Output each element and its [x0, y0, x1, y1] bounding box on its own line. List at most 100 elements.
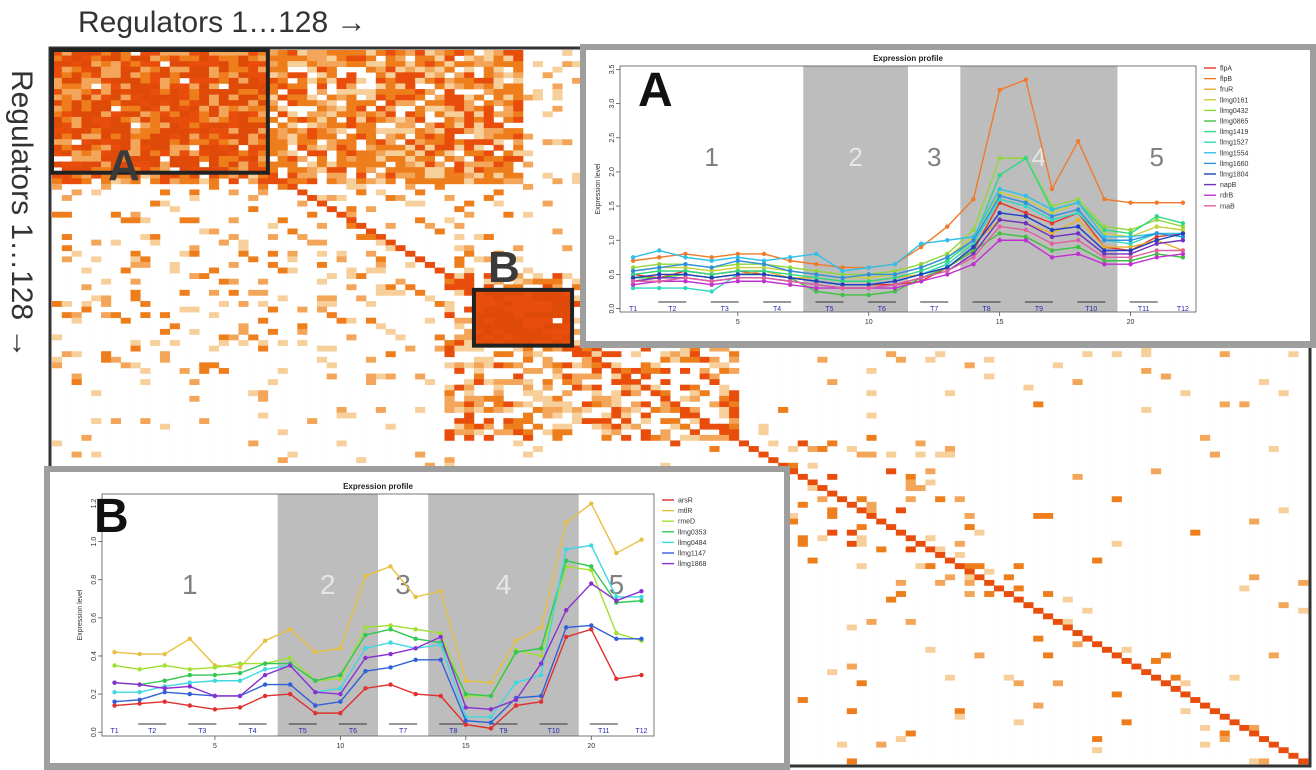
matrix-cell [179, 289, 190, 296]
matrix-cell [346, 412, 357, 419]
matrix-cell [523, 367, 534, 374]
matrix-cell [130, 111, 141, 118]
matrix-cell [110, 150, 121, 157]
matrix-cell [287, 228, 298, 235]
data-point [709, 275, 714, 281]
data-point [513, 703, 519, 708]
legend-label: llmg0865 [1220, 119, 1249, 126]
matrix-cell [258, 167, 269, 174]
matrix-cell [316, 122, 328, 129]
matrix-cell [434, 55, 445, 62]
matrix-cell [473, 401, 485, 408]
matrix-cell [150, 83, 161, 90]
matrix-cell [238, 94, 249, 101]
matrix-cell [405, 200, 416, 207]
data-point [1049, 231, 1055, 236]
matrix-cell [316, 239, 328, 246]
matrix-cell [601, 351, 612, 358]
matrix-cell [964, 574, 975, 581]
matrix-cell [61, 178, 72, 185]
matrix-cell [150, 105, 161, 112]
matrix-cell [150, 116, 161, 123]
matrix-cell [1258, 379, 1270, 385]
matrix-cell [483, 306, 494, 313]
data-point [388, 682, 393, 687]
matrix-cell [1249, 574, 1260, 581]
matrix-cell [454, 362, 465, 369]
y-tick-label: 1.0 [91, 537, 98, 547]
matrix-cell [189, 273, 200, 280]
matrix-cell [101, 55, 112, 62]
matrix-cell [375, 267, 386, 274]
matrix-cell [130, 217, 141, 224]
matrix-cell [434, 178, 445, 185]
matrix-cell [680, 412, 691, 419]
matrix-cell [640, 418, 651, 425]
matrix-cell [797, 697, 808, 703]
matrix-cell [385, 222, 396, 229]
matrix-cell [552, 94, 563, 101]
matrix-cell [395, 245, 406, 252]
matrix-cell [709, 362, 720, 369]
matrix-cell [81, 66, 92, 73]
matrix-cell [473, 334, 485, 341]
data-point [463, 718, 469, 723]
data-point [1102, 251, 1107, 257]
x-tick-label: 5 [736, 319, 740, 326]
matrix-cell [267, 222, 278, 229]
matrix-cell [150, 55, 161, 62]
matrix-cell [248, 178, 259, 185]
matrix-cell [444, 150, 455, 157]
matrix-cell [434, 267, 445, 274]
data-point [538, 653, 544, 659]
matrix-cell [61, 161, 72, 168]
matrix-cell [719, 401, 730, 408]
matrix-cell [316, 345, 328, 352]
matrix-cell [562, 312, 573, 319]
data-point [997, 224, 1002, 229]
data-point [840, 268, 845, 274]
matrix-cell [218, 155, 229, 162]
matrix-cell [287, 172, 298, 179]
matrix-cell [395, 195, 406, 201]
matrix-cell [424, 462, 435, 469]
matrix-cell [209, 133, 220, 140]
matrix-cell [719, 362, 730, 369]
data-point [892, 268, 898, 274]
matrix-cell [532, 295, 543, 302]
matrix-cell [464, 77, 475, 84]
data-point [945, 258, 950, 263]
matrix-cell [248, 50, 259, 56]
matrix-cell [464, 418, 475, 425]
matrix-cell [169, 178, 180, 185]
matrix-cell [316, 155, 328, 162]
matrix-cell [483, 273, 494, 280]
matrix-cell [61, 150, 72, 157]
matrix-cell [199, 133, 210, 140]
matrix-cell [346, 222, 357, 229]
matrix-cell [719, 395, 730, 402]
data-point [1180, 200, 1186, 205]
matrix-cell [130, 55, 141, 62]
matrix-cell [346, 100, 357, 107]
data-point [1049, 255, 1055, 260]
matrix-cell [542, 328, 553, 335]
matrix-cell [542, 407, 553, 413]
matrix-cell [523, 401, 534, 408]
matrix-cell [199, 150, 210, 157]
matrix-cell [483, 423, 494, 430]
matrix-cell [591, 384, 602, 391]
matrix-cell [179, 178, 190, 185]
matrix-cell [218, 172, 229, 179]
matrix-cell [797, 540, 808, 547]
matrix-cell [454, 83, 465, 90]
matrix-cell [513, 178, 524, 185]
matrix-cell [150, 167, 161, 174]
matrix-cell [464, 172, 475, 179]
matrix-cell [81, 89, 92, 95]
matrix-cell [61, 61, 72, 68]
matrix-cell [356, 189, 367, 196]
matrix-cell [405, 250, 416, 257]
matrix-cell [228, 105, 239, 112]
matrix-cell [267, 328, 278, 335]
